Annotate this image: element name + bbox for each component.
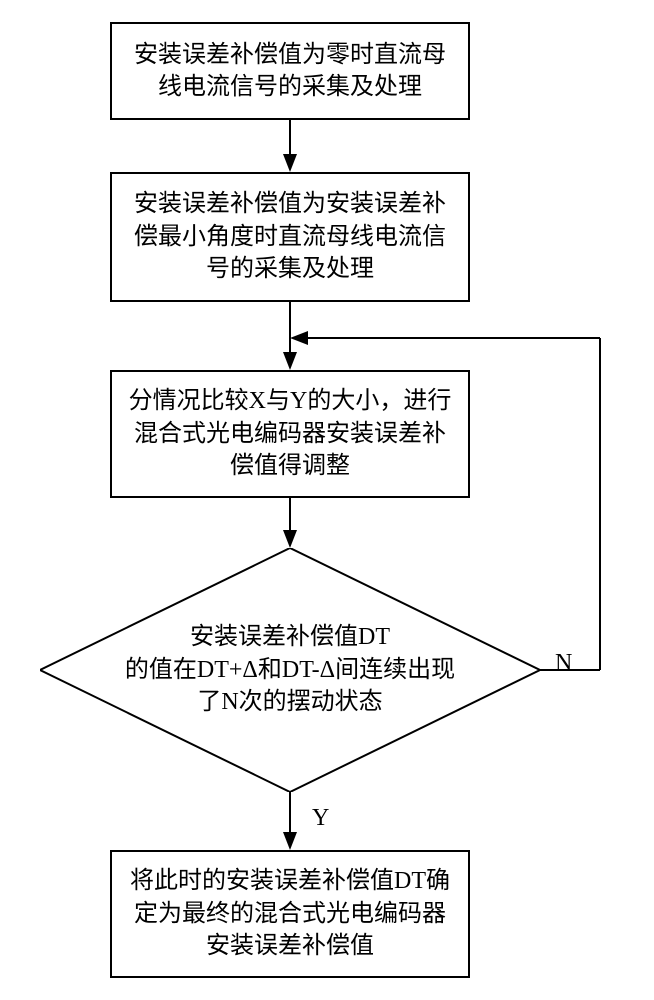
branch-label-no: N xyxy=(555,650,572,677)
flow-arrows xyxy=(0,0,654,1000)
branch-label-yes: Y xyxy=(312,805,329,832)
decision-diamond-text: 安装误差补偿值DT的值在DT+Δ和DT-Δ间连续出现了N次的摆动状态 xyxy=(125,621,455,718)
